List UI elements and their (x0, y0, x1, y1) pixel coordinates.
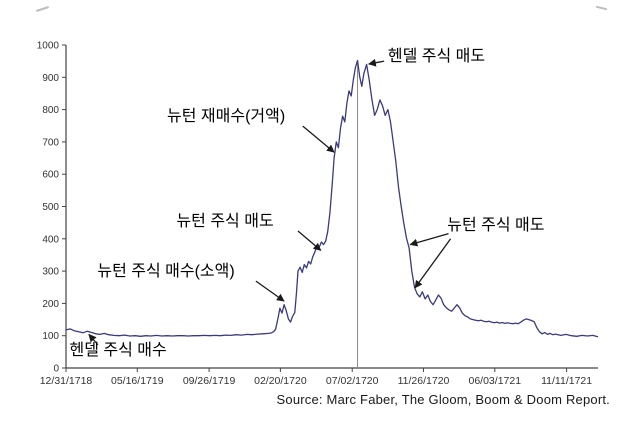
annotation-arrow (409, 233, 449, 247)
y-tick-label: 0 (53, 364, 59, 375)
y-tick-label: 700 (42, 137, 59, 148)
x-tick-label: 02/20/1720 (254, 375, 307, 387)
y-tick-label: 300 (42, 267, 59, 278)
x-tick-label: 06/03/1721 (469, 375, 522, 387)
source-text: Source: Marc Faber, The Gloom, Boom & Do… (276, 392, 610, 407)
x-tick-label: 05/16/1719 (111, 375, 164, 387)
annotation-arrow (414, 238, 452, 289)
x-tick-label: 11/26/1720 (398, 375, 450, 387)
x-tick-label: 12/31/1718 (40, 375, 93, 387)
y-tick-label: 900 (42, 73, 59, 84)
y-tick-label: 800 (42, 105, 59, 116)
price-line (65, 59, 599, 338)
y-tick-label: 200 (42, 299, 59, 310)
y-tick-label: 100 (42, 331, 59, 342)
y-tick-label: 1000 (37, 41, 60, 52)
annotation-arrow (255, 280, 285, 302)
x-tick-label: 09/26/1719 (183, 375, 236, 387)
x-tick-label: 11/11/1721 (541, 375, 592, 387)
annotation-arrow (368, 58, 385, 67)
y-tick-label: 500 (42, 202, 59, 213)
annotation-arrow (88, 333, 99, 346)
annotation-arrow (297, 230, 322, 251)
annotation-arrow (302, 125, 335, 153)
y-tick-label: 600 (42, 170, 59, 181)
y-tick-label: 400 (42, 234, 59, 245)
x-tick-label: 07/02/1720 (326, 375, 379, 387)
